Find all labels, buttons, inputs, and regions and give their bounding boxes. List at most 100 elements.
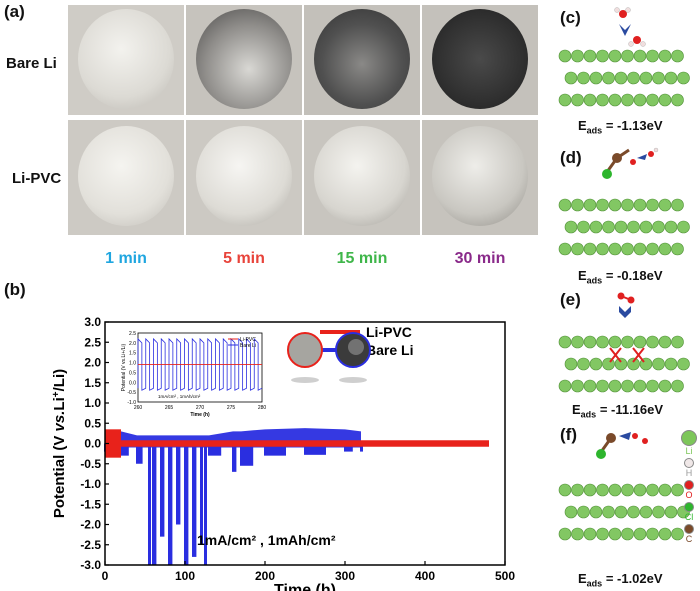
lithium-disk — [432, 9, 528, 109]
li-atom — [558, 379, 572, 393]
series-bare-li-spike — [192, 443, 197, 557]
li-atom — [583, 379, 597, 393]
atom-legend-dot — [684, 524, 694, 534]
li-atom — [583, 93, 597, 107]
atom-legend-label: H — [685, 468, 693, 478]
panel-label-a: (a) — [4, 2, 25, 21]
lithium-disk — [78, 126, 174, 226]
li-atom — [646, 335, 659, 349]
li-atom — [571, 527, 584, 541]
li-atom — [596, 198, 609, 212]
li-atom — [633, 242, 647, 256]
li-atom — [583, 335, 597, 349]
y-tick-label: -2.5 — [80, 538, 101, 552]
photo-li-pvc-15min — [304, 120, 420, 235]
series-li-pvc-initial — [105, 429, 121, 458]
li-atom — [671, 483, 684, 497]
li-atom — [589, 71, 603, 85]
atom-legend-dot — [684, 502, 694, 512]
atom-legend-item: C — [678, 524, 700, 544]
atom-legend-item: Li — [678, 430, 700, 456]
li-atom — [658, 335, 672, 349]
inset-y-tick-label: -0.5 — [127, 390, 136, 396]
hydrogen-atom — [653, 147, 659, 153]
series-li-pvc-band — [105, 440, 489, 447]
li-atom — [602, 220, 615, 234]
oxygen-atom — [627, 296, 635, 304]
atom-legend: Li H O Cl C — [678, 430, 700, 546]
li-atom — [608, 379, 622, 393]
inset-legend-label: Bare Li — [240, 343, 256, 349]
oxygen-atom — [619, 10, 627, 18]
li-atom — [671, 93, 684, 107]
y-axis-label-italic: vs. — [51, 411, 68, 432]
li-atom — [658, 527, 672, 541]
series-bare-li-spike — [120, 443, 129, 456]
photo-bare-li-1min — [68, 5, 184, 115]
photo-li-pvc-30min — [422, 120, 538, 235]
li-atom — [596, 242, 609, 256]
lithium-disk — [78, 9, 174, 109]
li-atom — [646, 379, 659, 393]
li-atom — [621, 335, 634, 349]
li-atom — [677, 357, 690, 371]
x-tick-label: 300 — [335, 569, 355, 583]
inset-x-axis-label: Time (h) — [190, 412, 210, 418]
arrow-icon — [619, 306, 631, 318]
li-atom — [577, 220, 590, 234]
lithium-disk — [196, 9, 292, 109]
li-atom — [608, 93, 622, 107]
bond — [616, 148, 630, 160]
li-atom — [677, 220, 690, 234]
li-atom — [664, 357, 678, 371]
li-atom — [577, 357, 590, 371]
li-atom — [596, 49, 609, 63]
li-atom — [571, 242, 584, 256]
row-label-li-pvc: Li-PVC — [12, 170, 62, 187]
series-bare-li-spike — [136, 443, 143, 464]
atom-legend-label: Cl — [684, 512, 694, 522]
li-atom — [627, 220, 640, 234]
y-tick-label: -1.5 — [80, 497, 101, 511]
li-atom — [658, 242, 672, 256]
li-atom — [608, 49, 622, 63]
legend-label: Li-PVC — [366, 324, 412, 340]
inset-x-tick-label: 260 — [134, 405, 143, 411]
series-bare-li-spike — [360, 443, 363, 452]
series-bare-li-spike — [344, 443, 353, 452]
li-atom — [639, 220, 653, 234]
series-bare-li-spike — [184, 443, 189, 565]
li-atom — [677, 71, 690, 85]
series-bare-li-spike — [152, 443, 157, 565]
arrow-icon — [619, 432, 631, 440]
x-axis-label: Time (h) — [274, 582, 336, 591]
li-atom — [621, 198, 634, 212]
li-atom — [596, 483, 609, 497]
chlorine-atom — [602, 169, 612, 179]
li-atom — [614, 220, 628, 234]
y-tick-label: -1.0 — [80, 477, 101, 491]
li-atom — [633, 483, 647, 497]
li-atom — [558, 335, 572, 349]
y-tick-label: -2.0 — [80, 518, 101, 532]
lithium-disk — [432, 126, 528, 226]
eads-e: Eads = -11.16eV — [572, 402, 664, 420]
li-atom — [652, 357, 665, 371]
li-atom — [664, 505, 678, 519]
series-bare-li-spike — [168, 443, 173, 565]
photo-li-pvc-5min — [186, 120, 302, 235]
li-atom — [652, 71, 665, 85]
li-atom — [608, 242, 622, 256]
li-atom — [558, 242, 572, 256]
oxygen-atom — [648, 151, 654, 157]
series-bare-li-spike — [204, 443, 207, 565]
li-atom — [658, 379, 672, 393]
x-tick-label: 0 — [102, 569, 109, 583]
li-atom — [596, 527, 609, 541]
x-tick-label: 200 — [255, 569, 275, 583]
li-atom — [671, 527, 684, 541]
y-tick-label: 0.5 — [84, 416, 101, 430]
li-atom — [646, 242, 659, 256]
inset-y-tick-label: 1.0 — [129, 361, 136, 367]
li-atom — [583, 49, 597, 63]
